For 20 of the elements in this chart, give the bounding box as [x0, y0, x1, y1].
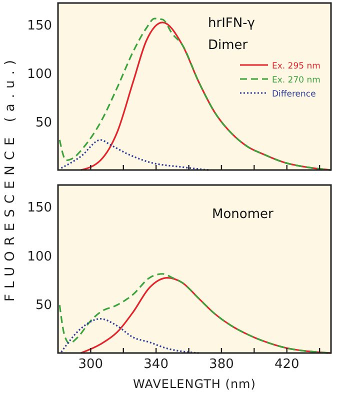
y-tick-label: 100	[27, 249, 52, 264]
annotation: Dimer	[208, 38, 248, 53]
legend-label: Ex. 295 nm	[272, 62, 320, 72]
annotation: Monomer	[212, 207, 274, 222]
y-tick-label: 50	[35, 115, 52, 130]
legend-label: Difference	[272, 90, 316, 100]
y-axis-title: FLUORESCENCE (a.u.)	[3, 54, 18, 302]
line-series	[60, 318, 200, 354]
x-tick-label: 300	[78, 357, 104, 372]
x-tick-label: 420	[274, 357, 300, 372]
annotation: hrIFN-γ	[208, 16, 256, 31]
y-tick-label: 150	[27, 18, 52, 34]
line-series	[60, 139, 210, 171]
x-tick-label: 380	[209, 357, 234, 372]
legend-label: Ex. 270 nm	[272, 76, 320, 86]
y-tick-label: 100	[27, 66, 52, 82]
y-tick-label: 150	[27, 200, 52, 216]
x-axis-title: WAVELENGTH (nm)	[133, 377, 256, 391]
y-tick-label: 50	[35, 298, 52, 314]
x-tick-label: 340	[144, 357, 168, 372]
